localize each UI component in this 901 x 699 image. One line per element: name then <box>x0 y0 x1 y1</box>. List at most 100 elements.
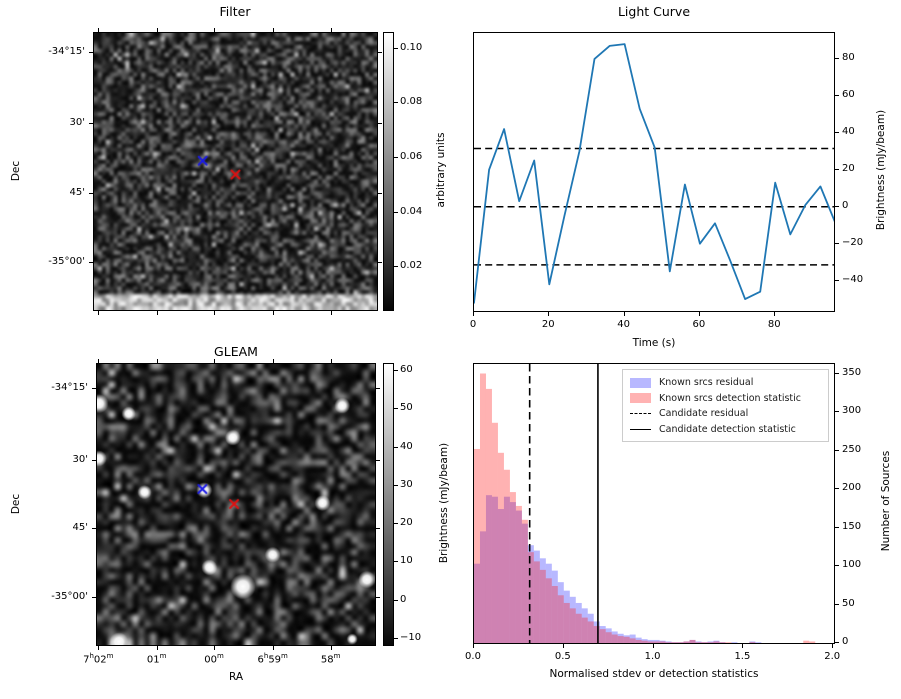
brightness-tick <box>835 242 839 244</box>
stat-tick <box>832 644 834 648</box>
ra-tick <box>272 28 274 32</box>
count-tick-label: 100 <box>842 559 862 570</box>
hist-bar <box>485 495 492 643</box>
colorbar-tick <box>394 638 398 640</box>
hist-bar <box>545 563 552 643</box>
hist-bar <box>707 641 714 643</box>
ra-tick-label: 6h59m <box>257 652 288 666</box>
ra-tick <box>272 646 274 650</box>
hist-bar <box>653 639 660 643</box>
hist-bar <box>491 496 498 643</box>
brightness-tick <box>835 205 839 207</box>
hist-bar <box>533 550 540 643</box>
count-tick-label: 350 <box>842 366 862 378</box>
ra-tick <box>98 646 100 650</box>
ra-tick <box>330 311 332 315</box>
dec-tick <box>89 123 93 125</box>
light-curve-title: Light Curve <box>617 4 691 19</box>
colorbar-tick <box>394 484 398 486</box>
count-tick <box>835 449 839 451</box>
hist-bar <box>665 641 672 643</box>
hist-bar <box>713 640 720 643</box>
dec-tick-label: -35°00' <box>51 590 88 602</box>
hist-bar <box>731 642 738 643</box>
ra-tick <box>156 28 158 32</box>
hist-bar <box>593 621 600 643</box>
hist-bar <box>509 492 516 643</box>
ra-tick <box>98 311 100 315</box>
hist-bar <box>539 569 546 643</box>
hist-bar <box>533 561 540 643</box>
brightness-tick-label: −40 <box>842 273 864 285</box>
hist-bar <box>803 640 810 643</box>
brightness-tick-label: −20 <box>842 236 864 248</box>
brightness-tick <box>835 279 839 281</box>
time-tick <box>548 312 550 316</box>
ra-tick <box>330 28 332 32</box>
time-tick-label: 40 <box>617 319 630 330</box>
time-tick-label: 20 <box>541 319 555 330</box>
stat-tick-label: 0.5 <box>554 651 571 662</box>
filter-colorbar-label: arbitrary units <box>435 132 447 208</box>
hist-bar <box>701 642 708 643</box>
time-tick <box>698 312 701 316</box>
ra-tick-label: 00m <box>204 652 224 666</box>
dec-tick <box>378 51 382 53</box>
ra-tick <box>156 646 158 650</box>
legend-label: Candidate residual <box>659 408 749 420</box>
dec-tick-label: 45' <box>69 187 85 199</box>
legend-label: Known srcs detection statistic <box>659 392 801 404</box>
colorbar-tick-label: 40 <box>400 440 413 452</box>
ra-tick <box>156 311 158 315</box>
dec-tick <box>92 388 96 390</box>
light-curve-plot <box>474 43 834 304</box>
hist-bar <box>551 586 558 643</box>
colorbar-tick-label: 0 <box>400 593 407 605</box>
ra-tick <box>214 359 216 363</box>
ra-tick <box>330 646 332 650</box>
count-tick <box>835 372 839 374</box>
dec-tick <box>376 460 380 462</box>
hist-bar <box>677 642 684 643</box>
hist-bar <box>497 452 504 643</box>
legend-solid-line <box>630 428 651 430</box>
hist-bar <box>497 509 504 643</box>
gleam-xlabel: RA <box>228 671 244 683</box>
ra-tick <box>272 359 274 363</box>
stat-tick <box>562 644 564 648</box>
hist-bar <box>599 629 606 643</box>
hist-bar <box>653 641 660 643</box>
brightness-tick <box>835 168 839 170</box>
dec-tick-label: 30' <box>72 454 88 465</box>
gleam-title: GLEAM <box>214 344 258 359</box>
hist-bar <box>569 596 576 643</box>
count-tick-label: 0 <box>842 636 849 647</box>
stat-tick-label: 1.0 <box>644 651 661 662</box>
colorbar-tick <box>394 446 398 448</box>
filter-image-panel <box>93 32 378 311</box>
time-tick <box>473 312 475 316</box>
colorbar-tick-label: 0.06 <box>400 150 423 162</box>
legend-swatch-detection <box>630 393 651 404</box>
colorbar-tick <box>394 47 398 49</box>
legend-swatch-residual <box>630 377 651 388</box>
filter-colorbar <box>383 32 394 311</box>
count-tick-label: 250 <box>842 443 862 455</box>
histogram-ylabel: Number of Sources <box>880 450 892 552</box>
colorbar-tick-label: 0.04 <box>400 205 423 217</box>
hist-bar <box>647 639 654 643</box>
dec-tick <box>376 596 380 598</box>
ra-tick <box>98 28 100 32</box>
dec-tick <box>378 193 382 195</box>
ra-tick <box>214 311 216 315</box>
hist-bar <box>749 642 756 643</box>
count-tick-label: 300 <box>842 405 862 416</box>
hist-bar <box>575 602 582 643</box>
colorbar-tick-label: 0.08 <box>400 96 423 108</box>
hist-bar <box>581 617 588 643</box>
hist-bar <box>551 570 558 643</box>
hist-bar <box>509 502 516 643</box>
brightness-tick <box>835 94 839 96</box>
brightness-tick-label: 20 <box>842 162 855 174</box>
